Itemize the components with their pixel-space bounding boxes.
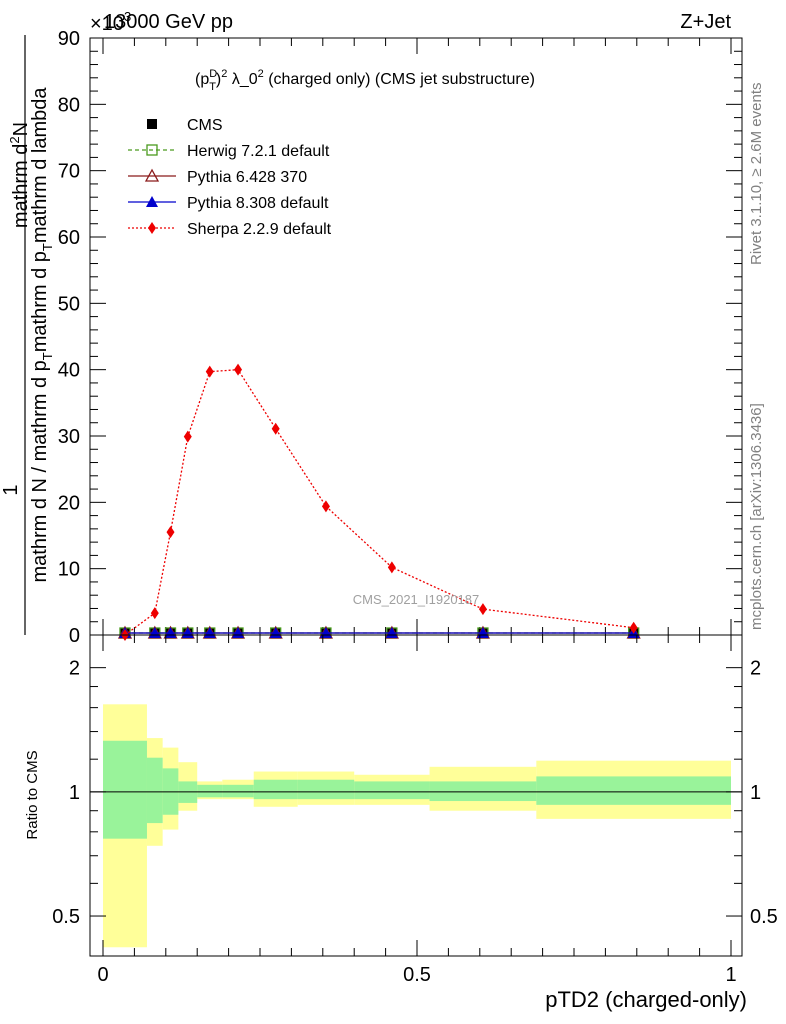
mcplots-label: mcplots.cern.ch [arXiv:1306.3436] — [748, 403, 765, 630]
legend-marker — [144, 168, 160, 182]
ratio-bands — [103, 704, 731, 948]
ratio-inner-band-bin — [103, 740, 147, 839]
data-point — [271, 422, 280, 435]
ratio-panel-frame — [89, 634, 743, 957]
main-y-tick-label: 90 — [58, 28, 80, 50]
data-point — [234, 363, 243, 376]
rivet-version-label: Rivet 3.1.10, ≥ 2.6M events — [748, 83, 765, 266]
legend-label: Pythia 6.428 370 — [187, 169, 307, 186]
legend: CMS Herwig 7.2.1 default Pythia 6.428 370 P… — [128, 117, 332, 238]
main-y-tick-label: 60 — [58, 227, 80, 249]
y-label-denominator: mathrm d N / mathrm d pTmathrm d pTmathr… — [29, 87, 55, 583]
energy-label: 13000 GeV pp — [104, 11, 233, 33]
ratio-y-tick-label: 2 — [69, 658, 80, 680]
ratio-y-tick-label-right: 2 — [750, 658, 761, 680]
main-y-label: mathrm d2N 1 mathrm d N / mathrm d pTmat… — [0, 35, 55, 635]
legend-label: Pythia 8.308 default — [187, 195, 329, 212]
ratio-y-tick-label: 1 — [69, 782, 80, 804]
ratio-y-tick-label-right: 0.5 — [750, 906, 778, 928]
main-panel-title: (pD T)2 λ_02 (charged only) (CMS jet subs… — [195, 68, 535, 93]
y-exponent-label: ×103 — [90, 9, 131, 35]
ratio-inner-band-bin — [536, 776, 731, 805]
legend-marker — [146, 144, 158, 156]
main-y-tick-label: 40 — [58, 360, 80, 382]
analysis-watermark: CMS_2021_I1920187 — [353, 592, 480, 607]
ratio-inner-band-bin — [222, 784, 254, 798]
ratio-inner-band-bin — [354, 781, 430, 800]
main-y-tick-label: 50 — [58, 293, 80, 315]
legend-marker — [147, 119, 157, 129]
x-axis-label: pTD2 (charged-only) — [545, 987, 747, 1012]
data-point — [183, 430, 192, 443]
ratio-inner-band-bin — [253, 779, 298, 800]
data-point — [387, 561, 396, 574]
data-point — [166, 526, 175, 539]
y-label-numerator-1: 1 — [0, 484, 22, 495]
legend-label: Herwig 7.2.1 default — [187, 143, 330, 160]
x-tick-label: 0 — [97, 964, 108, 986]
legend-marker — [148, 222, 156, 234]
data-point — [478, 603, 487, 616]
data-point — [205, 365, 214, 378]
series-sherpa-2-2-9-default — [120, 363, 638, 641]
main-y-tick-label: 80 — [58, 94, 80, 116]
process-label: Z+Jet — [680, 11, 731, 33]
ratio-y-axis: 0.5 0.5 1 1 2 2 — [52, 658, 778, 928]
ratio-inner-band-bin — [197, 784, 223, 798]
data-point — [321, 500, 330, 513]
x-tick-label: 0.5 — [403, 964, 431, 986]
main-y-tick-label: 20 — [58, 492, 80, 514]
ratio-y-label: Ratio to CMS — [24, 750, 41, 839]
legend-label: Sherpa 2.2.9 default — [187, 221, 332, 238]
ratio-inner-band-bin — [429, 781, 537, 802]
main-y-tick-label: 30 — [58, 426, 80, 448]
legend-marker — [146, 196, 158, 207]
ratio-inner-band-bin — [297, 779, 355, 800]
data-point — [629, 621, 638, 634]
y-label-numerator-2: mathrm d2N — [7, 122, 32, 228]
main-y-tick-label: 0 — [69, 625, 80, 647]
data-point — [150, 607, 159, 620]
legend-label: CMS — [187, 117, 223, 134]
ratio-y-tick-label-right: 1 — [750, 782, 761, 804]
ratio-x-axis: 0 0.5 1 — [97, 635, 737, 986]
main-y-tick-label: 10 — [58, 559, 80, 581]
x-tick-label: 1 — [725, 964, 736, 986]
ratio-inner-band-bin — [146, 757, 163, 824]
main-y-axis: 0 10 20 30 40 50 60 70 80 90 — [58, 28, 742, 647]
main-y-tick-label: 70 — [58, 161, 80, 183]
ratio-y-tick-label: 0.5 — [52, 906, 80, 928]
